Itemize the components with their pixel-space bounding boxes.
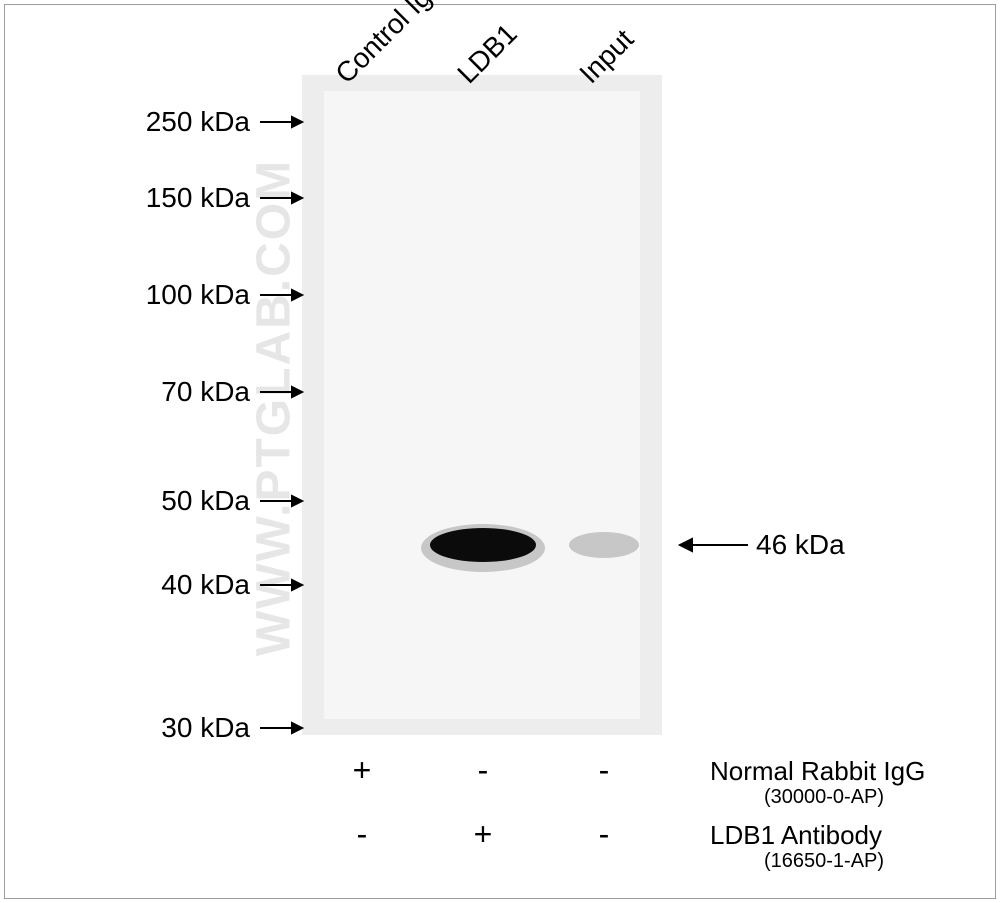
- band-input: [569, 532, 639, 558]
- blot-vignette-right: [640, 75, 662, 735]
- mw-label-250: 250 kDa: [130, 106, 250, 138]
- mw-arrow-40: [260, 580, 302, 590]
- blot-vignette-left: [302, 75, 324, 735]
- cond-r2-c1: -: [347, 816, 377, 853]
- band-arrow: [680, 539, 748, 551]
- cond-r2-title: LDB1 Antibody: [710, 820, 882, 851]
- mw-label-70: 70 kDa: [130, 376, 250, 408]
- mw-arrow-30: [260, 723, 302, 733]
- cond-r2-sub: (16650-1-AP): [764, 850, 884, 873]
- band-annotation-label: 46 kDa: [756, 529, 845, 561]
- blot-vignette-bottom: [302, 719, 662, 735]
- mw-arrow-250: [260, 117, 302, 127]
- mw-arrow-100: [260, 290, 302, 300]
- mw-label-30: 30 kDa: [130, 712, 250, 744]
- mw-arrow-70: [260, 387, 302, 397]
- cond-r1-sub: (30000-0-AP): [764, 786, 884, 809]
- cond-r2-c3: -: [589, 816, 619, 853]
- cond-r1-c2: -: [468, 752, 498, 789]
- blot-background: [302, 75, 662, 735]
- band-ldb1: [430, 528, 536, 562]
- mw-arrow-150: [260, 193, 302, 203]
- mw-label-50: 50 kDa: [130, 485, 250, 517]
- mw-label-150: 150 kDa: [130, 182, 250, 214]
- cond-r1-c1: +: [347, 752, 377, 789]
- mw-label-100: 100 kDa: [130, 279, 250, 311]
- mw-arrows: [260, 117, 302, 733]
- cond-r1-c3: -: [589, 752, 619, 789]
- cond-r1-title: Normal Rabbit IgG: [710, 756, 925, 787]
- mw-arrow-50: [260, 496, 302, 506]
- mw-label-40: 40 kDa: [130, 569, 250, 601]
- cond-r2-c2: +: [468, 816, 498, 853]
